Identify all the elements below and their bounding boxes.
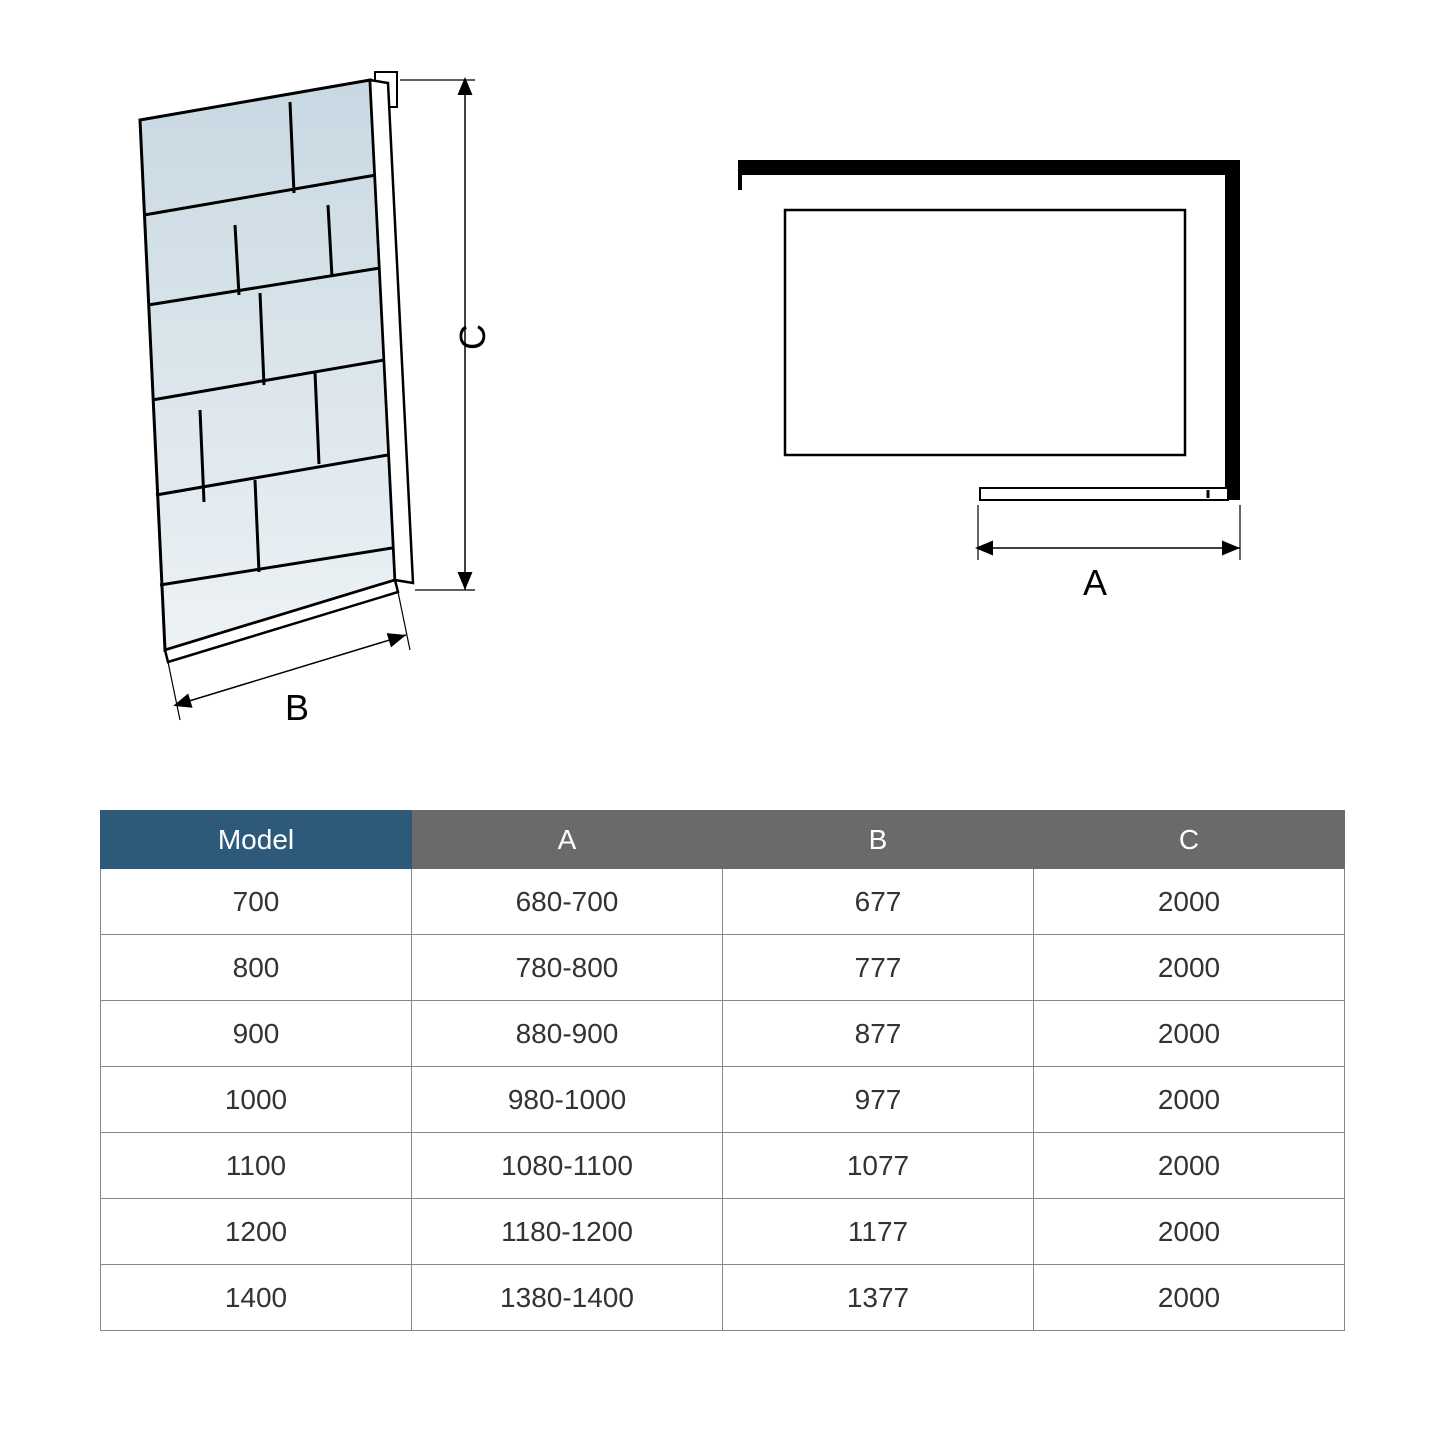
dim-label-b: B <box>285 687 309 728</box>
plan-view-drawing: A <box>740 160 1240 603</box>
table-row: 1000 980-1000 977 2000 <box>101 1067 1345 1133</box>
cell-c: 2000 <box>1034 1265 1345 1331</box>
header-a: A <box>412 811 723 869</box>
cell-c: 2000 <box>1034 1067 1345 1133</box>
cell-model: 900 <box>101 1001 412 1067</box>
cell-model: 1000 <box>101 1067 412 1133</box>
cell-c: 2000 <box>1034 1199 1345 1265</box>
cell-c: 2000 <box>1034 935 1345 1001</box>
cell-c: 2000 <box>1034 1001 1345 1067</box>
table-row: 1400 1380-1400 1377 2000 <box>101 1265 1345 1331</box>
spec-table: Model A B C 700 680-700 677 2000 800 780… <box>100 810 1345 1331</box>
cell-c: 2000 <box>1034 869 1345 935</box>
cell-c: 2000 <box>1034 1133 1345 1199</box>
cell-a: 680-700 <box>412 869 723 935</box>
dim-label-a: A <box>1083 562 1107 603</box>
spec-table-container: Model A B C 700 680-700 677 2000 800 780… <box>100 810 1345 1331</box>
cell-a: 880-900 <box>412 1001 723 1067</box>
cell-b: 977 <box>723 1067 1034 1133</box>
cell-a: 1180-1200 <box>412 1199 723 1265</box>
table-row: 900 880-900 877 2000 <box>101 1001 1345 1067</box>
technical-drawing: C B A <box>80 60 1360 740</box>
cell-a: 980-1000 <box>412 1067 723 1133</box>
front-panel-drawing: C B <box>140 72 493 728</box>
cell-model: 700 <box>101 869 412 935</box>
table-row: 800 780-800 777 2000 <box>101 935 1345 1001</box>
cell-a: 780-800 <box>412 935 723 1001</box>
cell-model: 1200 <box>101 1199 412 1265</box>
cell-model: 1100 <box>101 1133 412 1199</box>
table-body: 700 680-700 677 2000 800 780-800 777 200… <box>101 869 1345 1331</box>
cell-model: 800 <box>101 935 412 1001</box>
cell-b: 1377 <box>723 1265 1034 1331</box>
cell-a: 1080-1100 <box>412 1133 723 1199</box>
header-model: Model <box>101 811 412 869</box>
table-row: 1200 1180-1200 1177 2000 <box>101 1199 1345 1265</box>
cell-a: 1380-1400 <box>412 1265 723 1331</box>
table-row: 1100 1080-1100 1077 2000 <box>101 1133 1345 1199</box>
cell-b: 877 <box>723 1001 1034 1067</box>
header-b: B <box>723 811 1034 869</box>
table-header-row: Model A B C <box>101 811 1345 869</box>
cell-b: 1077 <box>723 1133 1034 1199</box>
header-c: C <box>1034 811 1345 869</box>
diagram-area: C B A <box>80 60 1360 740</box>
table-row: 700 680-700 677 2000 <box>101 869 1345 935</box>
cell-b: 677 <box>723 869 1034 935</box>
dim-label-c: C <box>452 324 493 350</box>
cell-b: 777 <box>723 935 1034 1001</box>
cell-model: 1400 <box>101 1265 412 1331</box>
cell-b: 1177 <box>723 1199 1034 1265</box>
